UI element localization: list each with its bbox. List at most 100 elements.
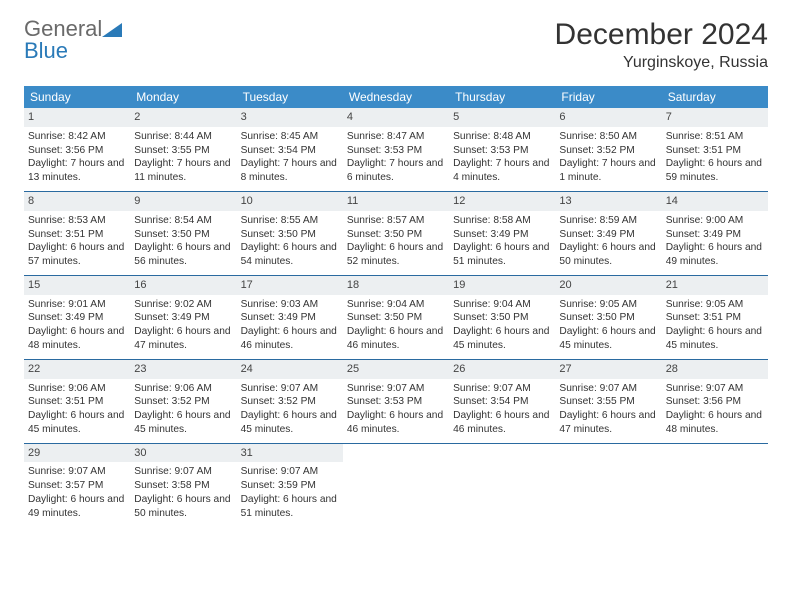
sunset-text: Sunset: 3:50 PM (453, 311, 551, 325)
day-header-friday: Friday (555, 86, 661, 108)
sunset-text: Sunset: 3:51 PM (28, 228, 126, 242)
day-number: 31 (237, 444, 343, 463)
sunrise-text: Sunrise: 8:44 AM (134, 130, 232, 144)
daylight-text: Daylight: 6 hours and 45 minutes. (453, 325, 551, 353)
daylight-text: Daylight: 7 hours and 11 minutes. (134, 157, 232, 185)
day-cell: 27Sunrise: 9:07 AMSunset: 3:55 PMDayligh… (555, 359, 661, 443)
sunset-text: Sunset: 3:54 PM (453, 395, 551, 409)
sunrise-text: Sunrise: 9:07 AM (559, 382, 657, 396)
daylight-text: Daylight: 7 hours and 6 minutes. (347, 157, 445, 185)
day-number: 22 (24, 360, 130, 379)
day-number: 10 (237, 192, 343, 211)
daylight-text: Daylight: 6 hours and 54 minutes. (241, 241, 339, 269)
location-text: Yurginskoye, Russia (555, 54, 768, 72)
day-number: 23 (130, 360, 236, 379)
day-header-wednesday: Wednesday (343, 86, 449, 108)
day-number: 25 (343, 360, 449, 379)
sunrise-text: Sunrise: 8:54 AM (134, 214, 232, 228)
day-cell: 19 Sunrise: 9:04 AMSunset: 3:50 PMDayligh… (449, 275, 555, 359)
calendar-table: Sunday Monday Tuesday Wednesday Thursday… (24, 86, 768, 527)
day-cell: 30Sunrise: 9:07 AMSunset: 3:58 PMDayligh… (130, 443, 236, 526)
day-cell (555, 443, 661, 526)
sunset-text: Sunset: 3:53 PM (347, 395, 445, 409)
day-cell: 12Sunrise: 8:58 AMSunset: 3:49 PMDayligh… (449, 191, 555, 275)
sunrise-text: Sunrise: 9:01 AM (28, 298, 126, 312)
brand-text: General Blue (24, 18, 122, 62)
daylight-text: Daylight: 7 hours and 4 minutes. (453, 157, 551, 185)
daylight-text: Daylight: 6 hours and 59 minutes. (666, 157, 764, 185)
sunset-text: Sunset: 3:56 PM (28, 144, 126, 158)
sunrise-text: Sunrise: 8:45 AM (241, 130, 339, 144)
sunrise-text: Sunrise: 9:06 AM (134, 382, 232, 396)
day-cell: 29Sunrise: 9:07 AMSunset: 3:57 PMDayligh… (24, 443, 130, 526)
month-title: December 2024 (555, 18, 768, 52)
sunrise-text: Sunrise: 8:55 AM (241, 214, 339, 228)
daylight-text: Daylight: 6 hours and 45 minutes. (241, 409, 339, 437)
sunset-text: Sunset: 3:49 PM (453, 228, 551, 242)
daylight-text: Daylight: 6 hours and 51 minutes. (453, 241, 551, 269)
daylight-text: Daylight: 6 hours and 52 minutes. (347, 241, 445, 269)
day-cell: 23Sunrise: 9:06 AMSunset: 3:52 PMDayligh… (130, 359, 236, 443)
daylight-text: Daylight: 6 hours and 49 minutes. (28, 493, 126, 521)
day-number: 1 (24, 108, 130, 127)
day-number: 19 (449, 276, 555, 295)
day-cell: 6Sunrise: 8:50 AMSunset: 3:52 PMDaylight… (555, 108, 661, 191)
sunset-text: Sunset: 3:53 PM (347, 144, 445, 158)
day-cell: 15Sunrise: 9:01 AMSunset: 3:49 PMDayligh… (24, 275, 130, 359)
day-cell: 16Sunrise: 9:02 AMSunset: 3:49 PMDayligh… (130, 275, 236, 359)
sunrise-text: Sunrise: 8:50 AM (559, 130, 657, 144)
logo-triangle-icon (102, 23, 122, 37)
day-cell: 11Sunrise: 8:57 AMSunset: 3:50 PMDayligh… (343, 191, 449, 275)
daylight-text: Daylight: 6 hours and 45 minutes. (666, 325, 764, 353)
day-number: 20 (555, 276, 661, 295)
day-number: 4 (343, 108, 449, 127)
daylight-text: Daylight: 6 hours and 47 minutes. (559, 409, 657, 437)
day-number: 29 (24, 444, 130, 463)
day-cell (343, 443, 449, 526)
day-cell: 17Sunrise: 9:03 AMSunset: 3:49 PMDayligh… (237, 275, 343, 359)
day-cell: 7Sunrise: 8:51 AMSunset: 3:51 PMDaylight… (662, 108, 768, 191)
daylight-text: Daylight: 6 hours and 56 minutes. (134, 241, 232, 269)
day-cell: 22Sunrise: 9:06 AMSunset: 3:51 PMDayligh… (24, 359, 130, 443)
day-header-sunday: Sunday (24, 86, 130, 108)
sunrise-text: Sunrise: 9:07 AM (347, 382, 445, 396)
day-number: 24 (237, 360, 343, 379)
sunset-text: Sunset: 3:55 PM (559, 395, 657, 409)
sunrise-text: Sunrise: 9:07 AM (28, 465, 126, 479)
day-cell: 24 Sunrise: 9:07 AMSunset: 3:52 PMDayligh… (237, 359, 343, 443)
sunrise-text: Sunrise: 8:59 AM (559, 214, 657, 228)
brand-part2: Blue (24, 38, 68, 63)
daylight-text: Daylight: 6 hours and 48 minutes. (28, 325, 126, 353)
day-cell: 5Sunrise: 8:48 AMSunset: 3:53 PMDaylight… (449, 108, 555, 191)
day-cell: 18Sunrise: 9:04 AMSunset: 3:50 PMDayligh… (343, 275, 449, 359)
day-number: 30 (130, 444, 236, 463)
day-header-tuesday: Tuesday (237, 86, 343, 108)
sunset-text: Sunset: 3:50 PM (347, 228, 445, 242)
day-number: 13 (555, 192, 661, 211)
sunset-text: Sunset: 3:53 PM (453, 144, 551, 158)
brand-logo: General Blue (24, 18, 122, 62)
day-number: 5 (449, 108, 555, 127)
sunset-text: Sunset: 3:49 PM (28, 311, 126, 325)
daylight-text: Daylight: 6 hours and 46 minutes. (347, 409, 445, 437)
sunrise-text: Sunrise: 9:04 AM (347, 298, 445, 312)
day-number: 26 (449, 360, 555, 379)
sunrise-text: Sunrise: 9:02 AM (134, 298, 232, 312)
sunset-text: Sunset: 3:49 PM (241, 311, 339, 325)
sunset-text: Sunset: 3:55 PM (134, 144, 232, 158)
daylight-text: Daylight: 6 hours and 46 minutes. (241, 325, 339, 353)
daylight-text: Daylight: 7 hours and 1 minute. (559, 157, 657, 185)
day-number: 14 (662, 192, 768, 211)
sunset-text: Sunset: 3:52 PM (134, 395, 232, 409)
sunrise-text: Sunrise: 8:58 AM (453, 214, 551, 228)
sunrise-text: Sunrise: 8:51 AM (666, 130, 764, 144)
day-header-monday: Monday (130, 86, 236, 108)
daylight-text: Daylight: 6 hours and 50 minutes. (134, 493, 232, 521)
day-cell: 10Sunrise: 8:55 AMSunset: 3:50 PMDayligh… (237, 191, 343, 275)
day-header-saturday: Saturday (662, 86, 768, 108)
sunset-text: Sunset: 3:52 PM (241, 395, 339, 409)
sunrise-text: Sunrise: 9:07 AM (453, 382, 551, 396)
sunset-text: Sunset: 3:50 PM (559, 311, 657, 325)
sunrise-text: Sunrise: 9:07 AM (241, 382, 339, 396)
sunrise-text: Sunrise: 9:04 AM (453, 298, 551, 312)
